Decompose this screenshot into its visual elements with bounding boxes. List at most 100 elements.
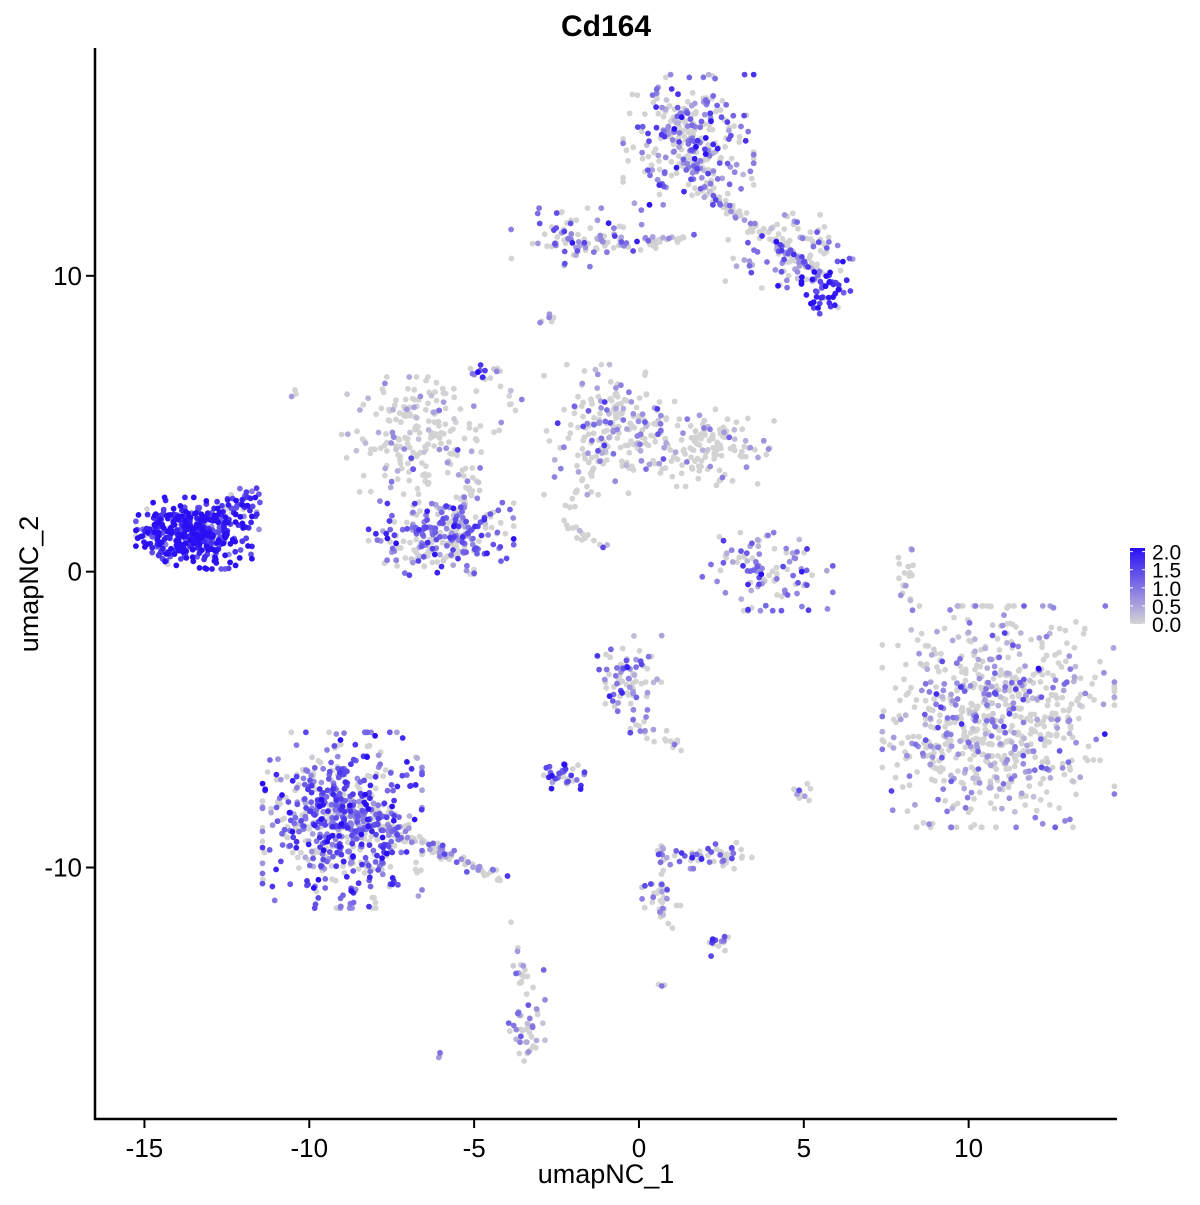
cell-point (614, 435, 621, 441)
cell-point (393, 446, 399, 453)
cell-point (701, 417, 708, 424)
cell-point (341, 808, 348, 815)
cell-point (243, 489, 250, 495)
cell-point (206, 516, 213, 523)
cell-point (581, 434, 588, 441)
cell-point (941, 681, 948, 687)
cell-point (645, 153, 652, 160)
cell-point (370, 847, 377, 854)
cell-point (573, 217, 580, 224)
cell-point (325, 776, 332, 782)
cell-point (585, 408, 592, 414)
cell-point (879, 764, 886, 771)
cell-point (497, 519, 504, 526)
cell-point (309, 754, 315, 761)
cell-point (434, 569, 441, 576)
cell-point (344, 824, 351, 831)
cell-point (375, 429, 382, 436)
cell-point (308, 782, 315, 789)
cell-point (897, 697, 903, 704)
cell-point (1030, 748, 1037, 755)
cell-point (730, 112, 737, 119)
cell-point (410, 449, 416, 456)
cell-point (644, 665, 651, 672)
cell-point (977, 663, 984, 670)
cell-point (144, 506, 150, 512)
cell-point (989, 632, 996, 639)
cell-point (827, 269, 833, 276)
cell-point (201, 528, 207, 535)
cell-point (454, 452, 460, 459)
cell-point (739, 853, 746, 860)
cell-point (731, 436, 738, 442)
cell-point (643, 714, 649, 720)
cell-point (574, 487, 580, 494)
cell-point (562, 766, 569, 772)
cell-point (404, 440, 411, 447)
cell-point (370, 800, 377, 807)
cell-point (239, 520, 246, 527)
cell-point (760, 225, 767, 232)
cell-point (365, 526, 372, 533)
cell-point (984, 603, 991, 609)
cell-point (925, 705, 932, 712)
cell-point (574, 535, 580, 541)
cell-point (407, 539, 413, 546)
cell-point (685, 181, 692, 188)
cell-point (707, 426, 713, 433)
cell-point (521, 1058, 528, 1064)
cell-point (427, 846, 433, 853)
cell-point (638, 458, 645, 464)
cell-point (784, 566, 791, 573)
cell-point (656, 399, 663, 405)
cell-point (834, 242, 841, 249)
cell-point (879, 664, 886, 671)
cell-point (658, 871, 665, 877)
cell-point (590, 430, 597, 437)
cell-point (338, 851, 345, 858)
cell-point (459, 539, 466, 546)
cell-point (888, 788, 895, 794)
cell-point (561, 248, 568, 255)
cell-point (416, 526, 422, 533)
cell-point (709, 431, 716, 438)
cell-point (436, 407, 443, 414)
cell-point (355, 866, 362, 872)
cell-point (472, 426, 479, 433)
cell-point (582, 455, 588, 462)
cell-point (443, 525, 450, 532)
cell-point (478, 449, 485, 456)
cell-point (237, 485, 243, 492)
cell-point (778, 268, 785, 275)
cell-point (942, 797, 948, 804)
cell-point (904, 752, 910, 759)
cell-point (775, 282, 781, 289)
cell-point (673, 848, 680, 854)
cell-point (394, 832, 401, 838)
cell-point (992, 670, 998, 677)
cell-point (641, 111, 648, 117)
cell-point (829, 589, 836, 596)
cell-point (425, 441, 432, 448)
cell-point (591, 414, 598, 421)
cell-point (726, 434, 733, 441)
cell-point (337, 737, 344, 743)
cell-point (738, 548, 744, 554)
cell-point (391, 842, 398, 849)
cell-point (391, 532, 398, 539)
cell-point (935, 796, 941, 803)
cell-point (666, 235, 672, 242)
cell-point (996, 672, 1003, 679)
cell-point (197, 516, 204, 523)
cell-point (652, 438, 659, 445)
cell-point (994, 635, 1001, 642)
cell-point (606, 361, 613, 368)
cell-point (638, 680, 645, 687)
cell-point (1032, 814, 1039, 821)
cell-point (316, 834, 323, 841)
cell-point (287, 817, 294, 824)
cell-point (362, 791, 369, 798)
cell-point (798, 281, 805, 287)
cell-point (817, 211, 824, 218)
